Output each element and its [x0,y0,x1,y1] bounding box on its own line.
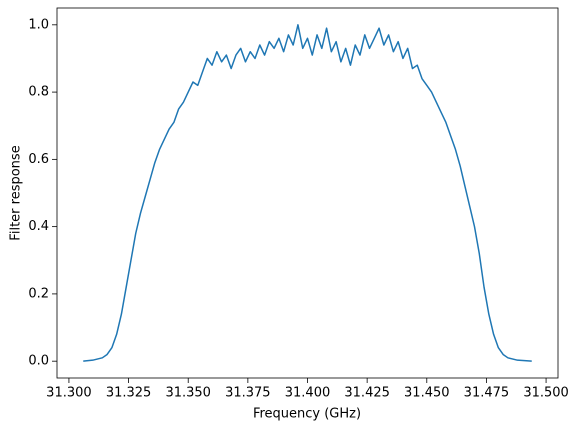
x-tick-label: 31.350 [165,386,211,401]
x-tick-label: 31.500 [523,386,569,401]
y-axis-label: Filter response [9,145,24,240]
x-tick-label: 31.475 [464,386,510,401]
y-tick-label: 0.0 [28,354,49,369]
x-axis-label: Frequency (GHz) [253,407,361,422]
line-series [83,24,532,362]
x-tick-label: 31.450 [404,386,450,401]
y-tick-label: 0.8 [28,85,49,100]
y-tick-label: 1.0 [28,17,49,32]
x-tick-label: 31.325 [106,386,152,401]
plot-frame [56,7,559,379]
x-tick-label: 31.300 [46,386,92,401]
x-tick-label: 31.400 [285,386,331,401]
y-tick-label: 0.6 [28,152,49,167]
y-tick-label: 0.2 [28,286,49,301]
y-tick-label: 0.4 [28,219,49,234]
x-tick-label: 31.425 [344,386,390,401]
x-tick-label: 31.375 [225,386,271,401]
